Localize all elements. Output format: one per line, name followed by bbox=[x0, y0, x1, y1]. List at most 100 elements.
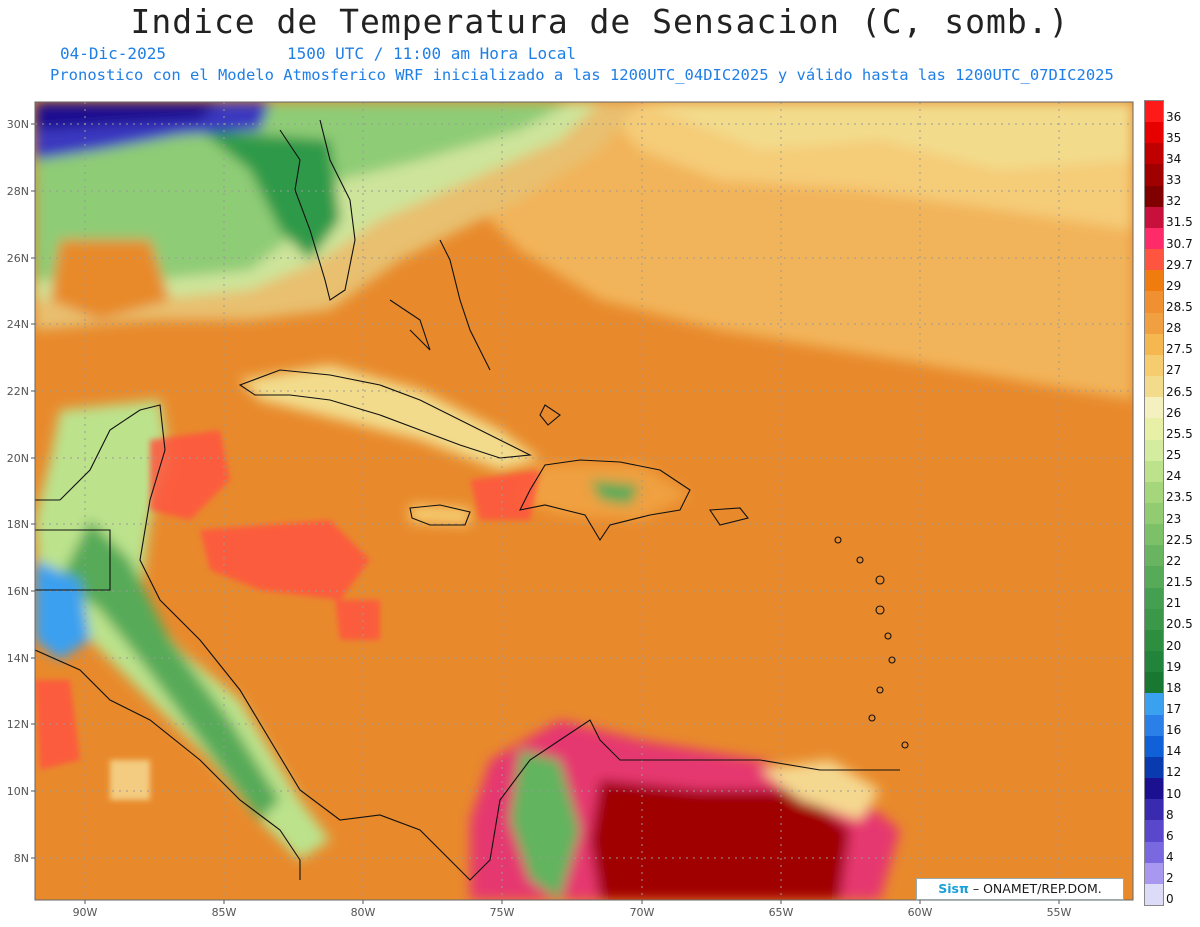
colorbar-swatch bbox=[1145, 651, 1163, 673]
colorbar-swatch bbox=[1145, 333, 1163, 356]
colorbar-swatch bbox=[1145, 291, 1163, 314]
colorbar-label: 4 bbox=[1166, 850, 1174, 865]
colorbar-swatch bbox=[1145, 439, 1163, 462]
lon-label: 75W bbox=[490, 906, 515, 919]
chart-title: Indice de Temperatura de Sensacion (C, s… bbox=[130, 2, 1070, 41]
colorbar-label: 23.5 bbox=[1166, 490, 1193, 505]
colorbar-label: 35 bbox=[1166, 130, 1182, 145]
colorbar-swatch bbox=[1145, 862, 1163, 885]
longitude-labels: 90W 85W 80W 75W 70W 65W 60W 55W bbox=[73, 900, 1072, 919]
coastlines bbox=[35, 119, 900, 881]
colorbar-swatch bbox=[1145, 354, 1163, 377]
colorbar-swatch bbox=[1145, 735, 1163, 758]
shaded-field bbox=[35, 102, 1133, 900]
colorbar-label: 22.5 bbox=[1166, 532, 1193, 547]
lat-label: 10N bbox=[7, 785, 29, 798]
colorbar-swatch bbox=[1145, 101, 1163, 123]
colorbar-label: 20.5 bbox=[1166, 617, 1193, 632]
colorbar-label: 22 bbox=[1166, 553, 1182, 568]
lat-label: 12N bbox=[7, 718, 29, 731]
colorbar-label: 18 bbox=[1166, 680, 1182, 695]
model-description: Pronostico con el Modelo Atmosferico WRF… bbox=[50, 66, 1114, 84]
colorbar-label: 24 bbox=[1166, 469, 1182, 484]
colorbar-swatch bbox=[1145, 714, 1163, 737]
credit-badge: Sisπ – ONAMET/REP.DOM. bbox=[916, 878, 1124, 900]
colorbar-swatch bbox=[1145, 418, 1163, 441]
lon-label: 85W bbox=[212, 906, 237, 919]
lon-label: 80W bbox=[351, 906, 376, 919]
colorbar-swatch bbox=[1145, 503, 1163, 525]
colorbar-label: 23 bbox=[1166, 511, 1182, 526]
colorbar-swatch bbox=[1145, 587, 1163, 610]
colorbar-label: 6 bbox=[1166, 828, 1174, 843]
colorbar-label: 16 bbox=[1166, 723, 1182, 738]
colorbar-label: 17 bbox=[1166, 702, 1182, 716]
colorbar-swatch bbox=[1145, 397, 1163, 419]
colorbar-label: 2 bbox=[1166, 871, 1174, 886]
colorbar-swatch bbox=[1145, 270, 1163, 292]
colorbar-swatch bbox=[1145, 566, 1163, 589]
colorbar-label: 26 bbox=[1166, 405, 1182, 420]
colorbar-swatch bbox=[1145, 841, 1163, 864]
colorbar-label: 33 bbox=[1166, 173, 1182, 188]
colorbar-swatch bbox=[1145, 376, 1163, 398]
forecast-date: 04-Dic-2025 bbox=[60, 44, 166, 63]
colorbar-label: 27 bbox=[1166, 363, 1182, 378]
colorbar-label: 19 bbox=[1166, 659, 1182, 674]
colorbar-label: 12 bbox=[1166, 765, 1182, 780]
colorbar bbox=[1144, 100, 1164, 906]
colorbar-swatch bbox=[1145, 608, 1163, 631]
colorbar-swatch bbox=[1145, 122, 1163, 144]
colorbar-label: 28.5 bbox=[1166, 300, 1193, 314]
colorbar-label: 25.5 bbox=[1166, 426, 1193, 441]
colorbar-swatch bbox=[1145, 460, 1163, 483]
lat-label: 8N bbox=[14, 852, 29, 865]
colorbar-label: 27.5 bbox=[1166, 342, 1193, 357]
colorbar-swatch bbox=[1145, 799, 1163, 821]
colorbar-label: 14 bbox=[1166, 744, 1182, 759]
colorbar-label: 26.5 bbox=[1166, 384, 1193, 399]
colorbar-swatch bbox=[1145, 312, 1163, 335]
lat-label: 26N bbox=[7, 252, 29, 265]
credit-text: – ONAMET/REP.DOM. bbox=[972, 881, 1102, 896]
colorbar-swatch bbox=[1145, 883, 1163, 906]
colorbar-swatch bbox=[1145, 185, 1163, 208]
lat-label: 22N bbox=[7, 385, 29, 398]
colorbar-label: 10 bbox=[1166, 786, 1182, 801]
colorbar-swatch bbox=[1145, 545, 1163, 567]
lon-label: 60W bbox=[908, 906, 933, 919]
lat-label: 24N bbox=[7, 318, 29, 331]
graticule bbox=[35, 102, 1133, 900]
lesser-antilles bbox=[834, 536, 909, 749]
colorbar-label: 21 bbox=[1166, 596, 1182, 611]
colorbar-swatch bbox=[1145, 756, 1163, 779]
colorbar-label: 32 bbox=[1166, 194, 1182, 209]
colorbar-label: 29.7 bbox=[1166, 257, 1193, 272]
lat-label: 30N bbox=[7, 118, 29, 131]
colorbar-swatch bbox=[1145, 206, 1163, 229]
lat-label: 18N bbox=[7, 518, 29, 531]
lat-label: 14N bbox=[7, 652, 29, 665]
colorbar-swatch bbox=[1145, 524, 1163, 546]
forecast-time: 1500 UTC / 11:00 am Hora Local bbox=[287, 44, 576, 63]
lat-label: 16N bbox=[7, 585, 29, 598]
lat-label: 20N bbox=[7, 452, 29, 465]
lon-label: 65W bbox=[769, 906, 794, 919]
colorbar-label: 34 bbox=[1166, 151, 1182, 166]
lon-label: 55W bbox=[1047, 906, 1072, 919]
colorbar-label: 36 bbox=[1166, 109, 1182, 124]
colorbar-swatch bbox=[1145, 143, 1163, 165]
colorbar-label: 21.5 bbox=[1166, 575, 1193, 590]
colorbar-swatch bbox=[1145, 227, 1163, 250]
colorbar-label: 20 bbox=[1166, 638, 1182, 653]
colorbar-swatch bbox=[1145, 164, 1163, 187]
colorbar-label: 29 bbox=[1166, 278, 1182, 293]
colorbar-label: 8 bbox=[1166, 807, 1174, 822]
colorbar-swatch bbox=[1145, 249, 1163, 271]
colorbar-label: 31.5 bbox=[1166, 215, 1193, 230]
colorbar-swatch bbox=[1145, 481, 1163, 504]
map-frame bbox=[34, 101, 1134, 901]
colorbar-label: 30.7 bbox=[1166, 236, 1193, 251]
colorbar-swatch bbox=[1145, 629, 1163, 652]
